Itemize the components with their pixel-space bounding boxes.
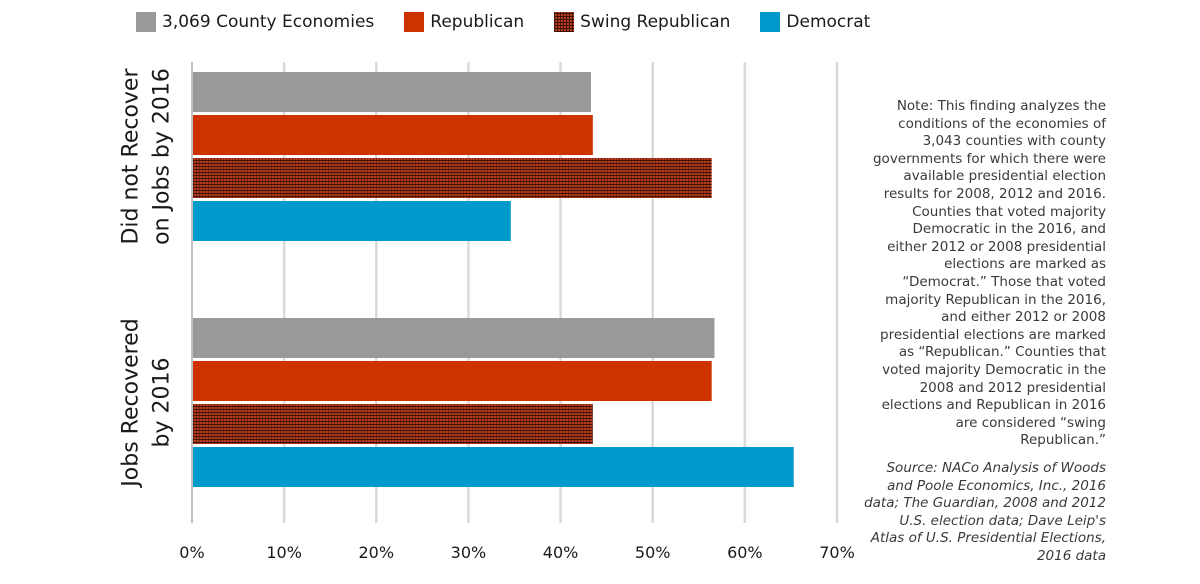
- legend-swatch: [760, 12, 781, 32]
- legend-swatch: [554, 12, 575, 32]
- category-label: Jobs Recovered by 2016: [119, 318, 175, 488]
- x-tick-label: 10%: [266, 543, 302, 562]
- legend-swatch: [404, 12, 425, 32]
- chart-note: Note: This finding analyzes the conditio…: [872, 98, 1106, 449]
- legend-label: Democrat: [786, 12, 871, 32]
- x-tick-label: 30%: [451, 543, 487, 562]
- bar-3-069-county-economies: [193, 72, 591, 112]
- category-label-line: Jobs Recovered: [119, 318, 144, 488]
- x-tick-label: 50%: [635, 543, 671, 562]
- x-tick-label: 60%: [727, 543, 763, 562]
- legend-label: Swing Republican: [580, 12, 731, 32]
- bar-democrat: [193, 447, 794, 487]
- bar-swing-republican: [193, 404, 593, 444]
- legend-label: 3,069 County Economies: [162, 12, 375, 32]
- x-tick-label: 20%: [359, 543, 395, 562]
- legend-label: Republican: [430, 12, 525, 32]
- bar-swing-republican: [193, 158, 712, 198]
- legend-item: Republican: [404, 12, 524, 32]
- bar-republican: [193, 115, 593, 155]
- legend-swatch: [136, 12, 156, 32]
- bar-democrat: [193, 201, 511, 241]
- x-tick-label: 0%: [179, 543, 204, 562]
- legend-item: Democrat: [760, 12, 870, 32]
- bar-3-069-county-economies: [193, 318, 715, 358]
- bar-republican: [193, 361, 712, 401]
- x-tick-label: 40%: [543, 543, 579, 562]
- legend: 3,069 County Economies Republican Swing Re…: [136, 8, 900, 36]
- category-label-line: Did not Recover: [119, 68, 144, 245]
- category-label-line: on Jobs by 2016: [150, 68, 175, 245]
- legend-item: 3,069 County Economies: [136, 12, 374, 32]
- x-tick-label: 70%: [819, 543, 855, 562]
- category-label-line: by 2016: [150, 358, 175, 448]
- legend-item: Swing Republican: [554, 12, 730, 32]
- category-label: Did not Recover on Jobs by 2016: [119, 68, 175, 245]
- chart-source: Source: NACo Analysis of Woods and Poole…: [864, 460, 1106, 564]
